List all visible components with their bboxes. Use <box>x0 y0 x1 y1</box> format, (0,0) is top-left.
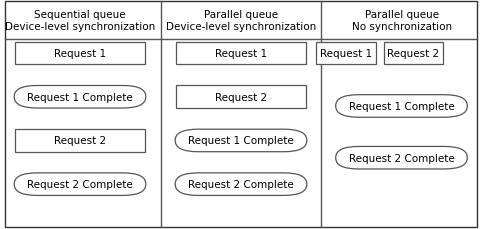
Text: Request 2: Request 2 <box>215 92 267 102</box>
FancyBboxPatch shape <box>175 130 307 152</box>
FancyBboxPatch shape <box>316 42 376 65</box>
Text: Parallel queue
No synchronization: Parallel queue No synchronization <box>352 11 452 32</box>
Text: Request 1: Request 1 <box>215 49 267 59</box>
Text: Request 2: Request 2 <box>54 136 106 146</box>
Text: Request 1 Complete: Request 1 Complete <box>188 136 294 146</box>
FancyBboxPatch shape <box>335 95 468 118</box>
Text: Request 2 Complete: Request 2 Complete <box>188 179 294 189</box>
FancyBboxPatch shape <box>14 86 146 109</box>
Text: Request 1 Complete: Request 1 Complete <box>27 92 133 102</box>
FancyBboxPatch shape <box>15 129 145 152</box>
FancyBboxPatch shape <box>15 42 145 65</box>
FancyBboxPatch shape <box>176 42 306 65</box>
FancyBboxPatch shape <box>175 173 307 196</box>
Text: Request 2 Complete: Request 2 Complete <box>27 179 133 189</box>
FancyBboxPatch shape <box>176 86 306 109</box>
FancyBboxPatch shape <box>5 2 477 227</box>
FancyBboxPatch shape <box>335 147 468 169</box>
Text: Request 2: Request 2 <box>388 49 440 59</box>
Text: Request 1: Request 1 <box>54 49 106 59</box>
Text: Request 2 Complete: Request 2 Complete <box>348 153 455 163</box>
Text: Sequential queue
Device-level synchronization: Sequential queue Device-level synchroniz… <box>5 11 155 32</box>
Text: Parallel queue
Device-level synchronization: Parallel queue Device-level synchronizat… <box>166 11 316 32</box>
FancyBboxPatch shape <box>384 42 443 65</box>
FancyBboxPatch shape <box>14 173 146 196</box>
Text: Request 1 Complete: Request 1 Complete <box>348 101 455 112</box>
Text: Request 1: Request 1 <box>320 49 372 59</box>
